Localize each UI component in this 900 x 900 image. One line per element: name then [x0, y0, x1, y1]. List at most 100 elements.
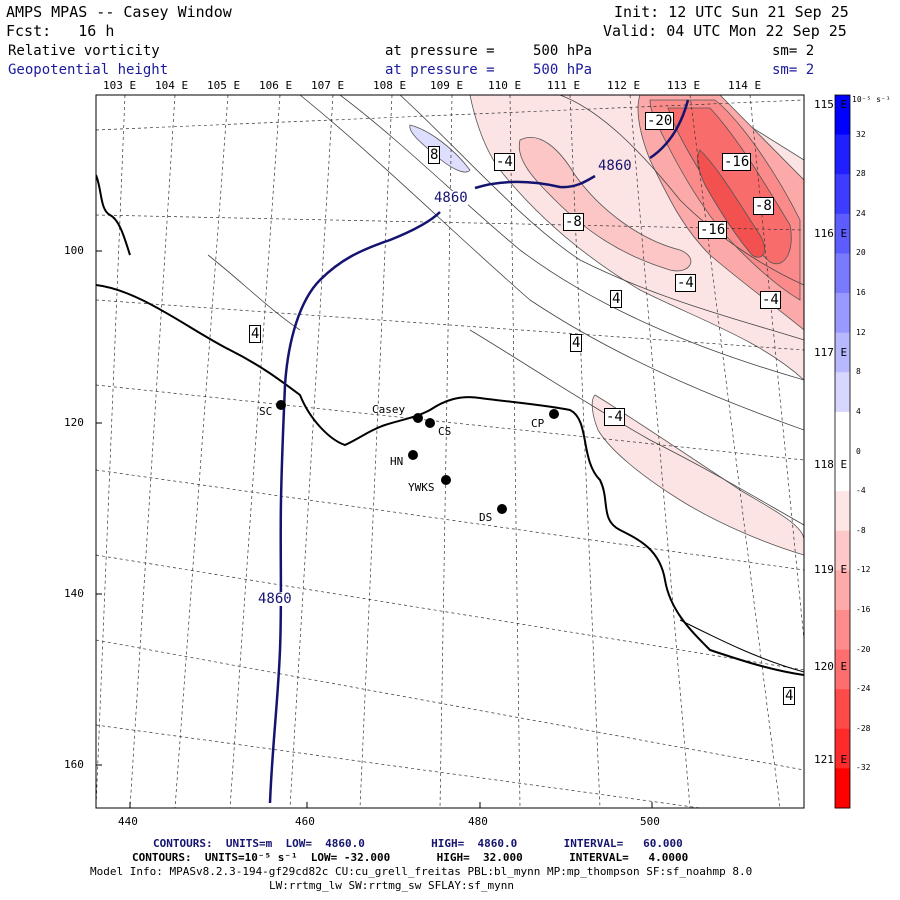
footer-model-info: Model Info: MPASv8.2.3-194-gf29cd82c CU:… — [90, 865, 753, 878]
colorbar-segment — [835, 95, 850, 136]
lon-label: 109 E — [430, 79, 464, 92]
x-tick-label: 440 — [118, 815, 138, 828]
vorticity-label: 4 — [249, 325, 262, 343]
footer-vorticity-contours: CONTOURS: UNITS=10⁻⁵ s⁻¹ LOW= -32.000 HI… — [132, 851, 689, 864]
init-time: Init: 12 UTC Sun 21 Sep 25 — [614, 3, 849, 21]
colorbar-label: 24 — [856, 208, 866, 218]
colorbar-label: -12 — [856, 565, 871, 575]
vorticity-label: -8 — [753, 197, 774, 215]
vorticity-label: 4 — [570, 334, 583, 352]
colorbar-segment — [835, 609, 850, 651]
field2-name: Geopotential height — [8, 62, 169, 78]
y-tick-label: 100 — [64, 244, 84, 257]
lat-label-right: 119 E — [814, 563, 848, 576]
colorbar-segment — [835, 253, 850, 294]
station-label-cp: CP — [531, 417, 545, 430]
field2-smooth: sm= 2 — [772, 62, 815, 78]
vorticity-label: -8 — [563, 213, 584, 231]
lon-label: 108 E — [373, 79, 407, 92]
station-dot-hn — [408, 450, 418, 460]
station-dot-cs — [425, 418, 435, 428]
colorbar-label: 0 — [856, 446, 861, 456]
x-tick-label: 480 — [468, 815, 488, 828]
colorbar-label: -4 — [856, 486, 866, 496]
lon-label: 106 E — [259, 79, 293, 92]
colorbar-segment — [835, 768, 850, 809]
footer-height-contours: CONTOURS: UNITS=m LOW= 4860.0 HIGH= 4860… — [153, 837, 683, 850]
colorbar-segment — [835, 689, 850, 730]
colorbar-label: 4 — [856, 406, 861, 416]
lon-label: 110 E — [488, 79, 522, 92]
lon-label: 104 E — [155, 79, 189, 92]
vorticity-label: -4 — [604, 408, 625, 426]
colorbar-label: 20 — [856, 248, 866, 258]
vorticity-label: -4 — [675, 274, 696, 292]
vorticity-label: -20 — [645, 112, 675, 130]
x-tick-label: 460 — [295, 815, 315, 828]
colorbar-label: 32 — [856, 129, 866, 139]
footer-physics: LW:rrtmg_lw SW:rrtmg_sw SFLAY:sf_mynn — [269, 879, 515, 892]
colorbar-segment — [835, 491, 850, 532]
vorticity-contours — [207, 95, 804, 526]
colorbar-label: -28 — [856, 723, 871, 733]
colorbar-segment — [835, 570, 850, 611]
station-dot-ds — [497, 504, 507, 514]
lat-label-right: 117 E — [814, 346, 848, 359]
station-label-hn: HN — [390, 455, 404, 468]
vorticity-fill-level6 — [697, 149, 765, 258]
lon-label: 103 E — [103, 79, 137, 92]
vorticity-label: 8 — [428, 146, 441, 164]
coastline — [96, 174, 804, 676]
station-dot-cp — [549, 409, 559, 419]
field1-pressure: 500 hPa — [533, 43, 593, 59]
vorticity-label: -4 — [494, 153, 515, 171]
lon-label: 105 E — [207, 79, 241, 92]
colorbar-label: 28 — [856, 169, 866, 179]
colorbar-segment — [835, 728, 850, 769]
y-tick-label: 160 — [64, 758, 84, 771]
height-label: 4860 — [598, 158, 632, 174]
lat-label-right: 118 E — [814, 458, 848, 471]
vorticity-label: -16 — [698, 221, 728, 239]
colorbar-segment — [835, 411, 850, 452]
valid-time: Valid: 04 UTC Mon 22 Sep 25 — [603, 22, 847, 40]
colorbar-label: -24 — [856, 684, 871, 694]
station-dot-sc — [276, 400, 286, 410]
x-tick-label: 500 — [640, 815, 660, 828]
forecast-hour: Fcst: 16 h — [6, 22, 115, 40]
colorbar-label: -32 — [856, 763, 871, 773]
colorbar-unit: 10⁻⁵ s⁻¹ — [852, 95, 891, 104]
colorbar — [835, 95, 850, 809]
vorticity-label: 4 — [610, 290, 623, 308]
vorticity-label: -4 — [760, 291, 781, 309]
lon-label: 111 E — [547, 79, 581, 92]
vorticity-label: -16 — [722, 153, 752, 171]
station-label-casey: Casey — [372, 403, 406, 416]
station-label-cs: CS — [438, 425, 452, 438]
colorbar-label: 12 — [856, 327, 866, 337]
colorbar-segment — [835, 213, 850, 254]
lat-label-right: 116 E — [814, 227, 848, 240]
vorticity-field — [207, 95, 804, 556]
colorbar-segment — [835, 372, 850, 413]
colorbar-segment — [835, 451, 850, 492]
field2-pressure: 500 hPa — [533, 62, 593, 78]
lon-label: 114 E — [728, 79, 762, 92]
colorbar-segment — [835, 293, 850, 334]
field2-pressure-label: at pressure = — [385, 62, 495, 78]
field1-smooth: sm= 2 — [772, 43, 815, 59]
lon-label: 113 E — [667, 79, 701, 92]
lat-label-right: 121 E — [814, 753, 848, 766]
field1-name: Relative vorticity — [8, 43, 160, 59]
colorbar-segment — [835, 649, 850, 690]
station-markers — [276, 400, 559, 514]
colorbar-segment — [835, 530, 850, 571]
colorbar-segment — [835, 332, 850, 373]
lat-label-right: 120 E — [814, 660, 848, 673]
vorticity-fill-level5 — [667, 107, 792, 265]
lon-label: 112 E — [607, 79, 641, 92]
colorbar-frame — [834, 94, 851, 809]
y-tick-label: 120 — [64, 416, 84, 429]
vorticity-fill-level2 — [518, 137, 692, 272]
height-label: 4860 — [434, 190, 468, 206]
